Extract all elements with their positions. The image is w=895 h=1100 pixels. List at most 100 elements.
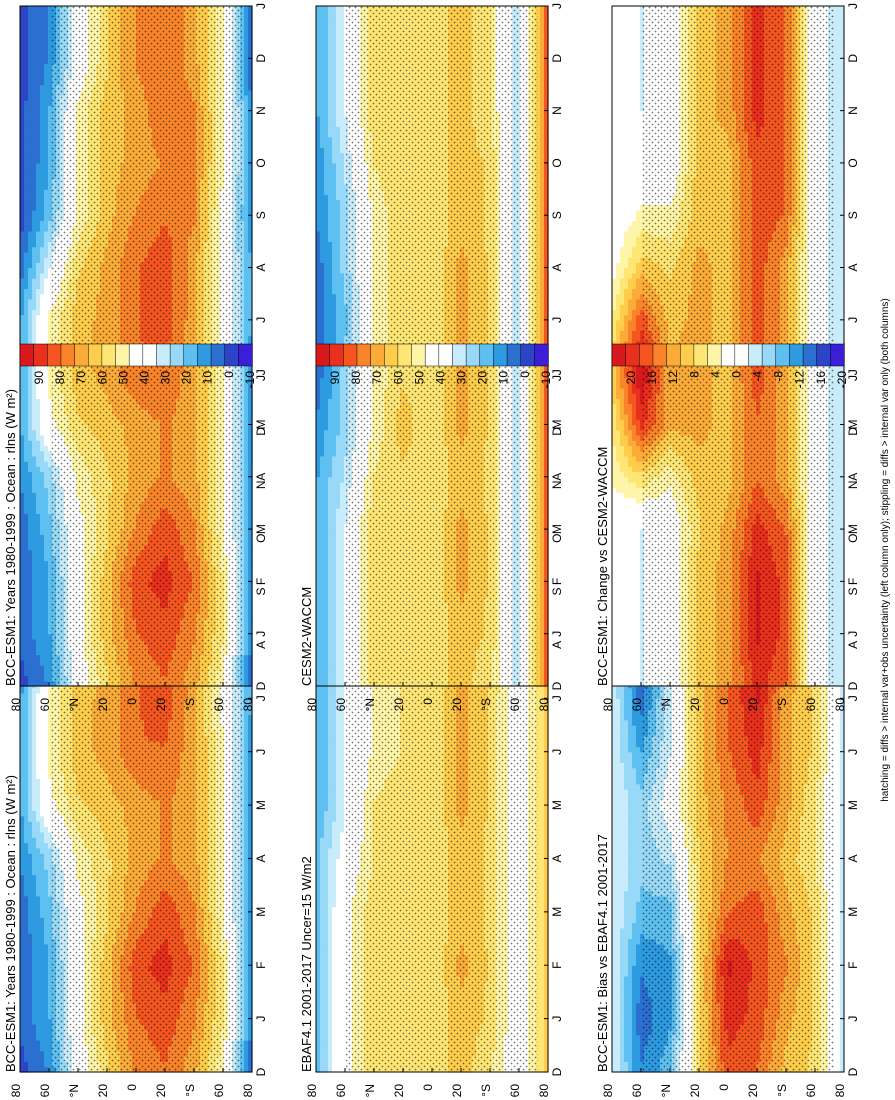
contour-cell (36, 826, 41, 832)
contour-cell (28, 1019, 33, 1025)
contour-cell (44, 1051, 49, 1057)
contour-cell (20, 1061, 25, 1067)
contour-cell (28, 810, 33, 816)
contour-cell (24, 890, 29, 896)
contour-cell (40, 928, 45, 934)
contour-cell (40, 826, 45, 832)
contour-cell (24, 987, 29, 993)
contour-cell (20, 880, 25, 886)
contour-cell (44, 907, 49, 913)
contour-cell (24, 869, 29, 875)
contour-cell (44, 1035, 49, 1041)
contour-cell (32, 858, 37, 864)
contour-cell (32, 997, 37, 1003)
contour-cell (20, 890, 25, 896)
contour-cell (44, 976, 49, 982)
contour-cell (20, 923, 25, 929)
contour-cell (36, 928, 41, 934)
contour-cell (36, 1019, 41, 1025)
contour-cell (24, 853, 29, 859)
contour-cell (20, 997, 25, 1003)
contour-cell (244, 997, 249, 1003)
contour-cell (28, 981, 33, 987)
contour-cell (28, 928, 33, 934)
contour-cell (28, 837, 33, 843)
contour-cell (32, 960, 37, 966)
contour-cell (28, 826, 33, 832)
contour-cell (44, 1013, 49, 1019)
contour-cell (28, 821, 33, 827)
contour-cell (24, 874, 29, 880)
contour-cell (40, 1003, 45, 1009)
contour-cell (32, 1013, 37, 1019)
contour-cell (40, 853, 45, 859)
contour-cell (244, 912, 249, 918)
contour-cell (244, 1056, 249, 1062)
contour-cell (40, 869, 45, 875)
contour-cell (20, 928, 25, 934)
contour-cell (36, 853, 41, 859)
contour-cell (36, 1024, 41, 1030)
contour-cell (24, 837, 29, 843)
contour-cell (36, 939, 41, 945)
contour-cell (244, 848, 249, 854)
contour-cell (40, 997, 45, 1003)
contour-cell (28, 896, 33, 902)
contour-cell (28, 869, 33, 875)
contour-cell (28, 901, 33, 907)
contour-cell (32, 1003, 37, 1009)
contour-cell (28, 853, 33, 859)
contour-cell (40, 923, 45, 929)
contour-cell (24, 1003, 29, 1009)
contour-cell (44, 955, 49, 961)
contour-cell (32, 885, 37, 891)
contour-cell (40, 1013, 45, 1019)
contour-cell (36, 1035, 41, 1041)
contour-cell (40, 821, 45, 827)
contour-cell (40, 1019, 45, 1025)
contour-cell (40, 1056, 45, 1062)
contour-cell (36, 933, 41, 939)
contour-cell (32, 869, 37, 875)
contour-cell (20, 1056, 25, 1062)
contour-cell (244, 842, 249, 848)
contour-cell (244, 890, 249, 896)
contour-cell (24, 821, 29, 827)
contour-cell (32, 1051, 37, 1057)
contour-cell (32, 1035, 37, 1041)
contour-cell (40, 880, 45, 886)
contour-cell (36, 1045, 41, 1051)
contour-cell (24, 933, 29, 939)
contour-cell (32, 842, 37, 848)
contour-cell (40, 971, 45, 977)
contour-cell (32, 901, 37, 907)
contour-cell (36, 981, 41, 987)
contour-cell (244, 1008, 249, 1014)
contour-cell (28, 885, 33, 891)
contour-cell (40, 965, 45, 971)
contour-cell (44, 864, 49, 870)
contour-cell (36, 885, 41, 891)
contour-cell (20, 901, 25, 907)
contour-cell (20, 832, 25, 838)
contour-cell (28, 949, 33, 955)
contour-cell (24, 826, 29, 832)
contour-cell (28, 987, 33, 993)
contour-cell (40, 1040, 45, 1046)
contour-cell (20, 960, 25, 966)
contour-cell (20, 1008, 25, 1014)
contour-cell (244, 907, 249, 913)
contour-cell (20, 864, 25, 870)
contour-cell (32, 1024, 37, 1030)
contour-cell (24, 880, 29, 886)
contour-cell (32, 816, 37, 822)
contour-cell (24, 981, 29, 987)
contour-cell (44, 837, 49, 843)
contour-cell (32, 912, 37, 918)
contour-cell (28, 858, 33, 864)
contour-cell (44, 826, 49, 832)
contour-cell (44, 987, 49, 993)
contour-cell (244, 1045, 249, 1051)
contour-cell (24, 858, 29, 864)
